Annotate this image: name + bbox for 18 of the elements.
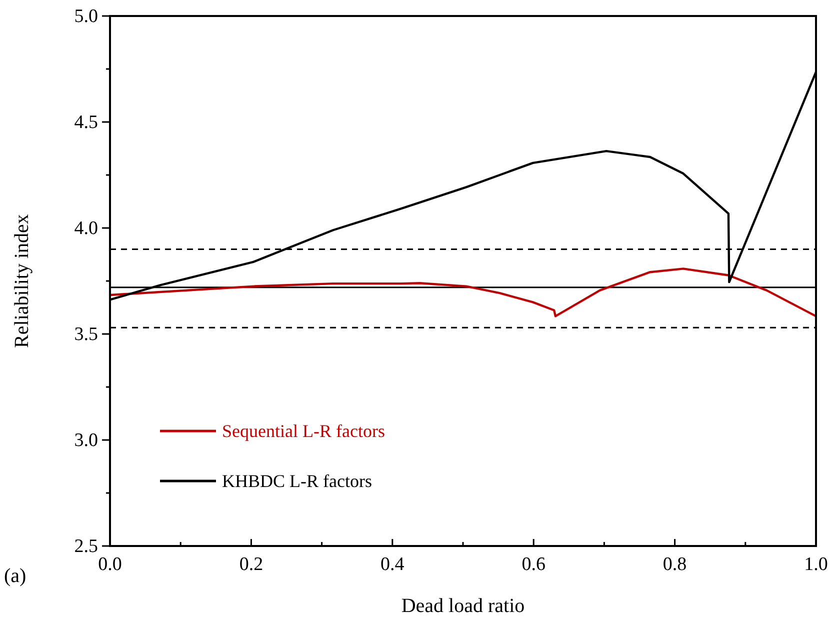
legend-label: KHBDC L-R factors bbox=[222, 471, 372, 491]
y-tick-label: 3.0 bbox=[74, 430, 98, 451]
x-tick-label: 0.0 bbox=[98, 554, 122, 575]
x-tick-label: 0.4 bbox=[380, 554, 405, 575]
x-tick-label: 0.2 bbox=[239, 554, 264, 575]
x-tick-label: 0.8 bbox=[662, 554, 687, 575]
legend-label: Sequential L-R factors bbox=[222, 421, 385, 441]
x-axis-title: Dead load ratio bbox=[401, 595, 525, 617]
x-tick-label: 1.0 bbox=[804, 554, 828, 575]
y-tick-label: 2.5 bbox=[74, 536, 98, 557]
y-axis-title: Reliability index bbox=[11, 214, 33, 348]
x-tick-label: 0.6 bbox=[522, 554, 546, 575]
line-series bbox=[108, 268, 818, 318]
y-tick-label: 5.0 bbox=[74, 6, 98, 27]
y-tick-label: 3.5 bbox=[74, 324, 98, 345]
y-tick-label: 4.5 bbox=[74, 112, 98, 133]
text: (a) bbox=[4, 565, 26, 587]
y-tick-label: 4.0 bbox=[74, 218, 98, 239]
